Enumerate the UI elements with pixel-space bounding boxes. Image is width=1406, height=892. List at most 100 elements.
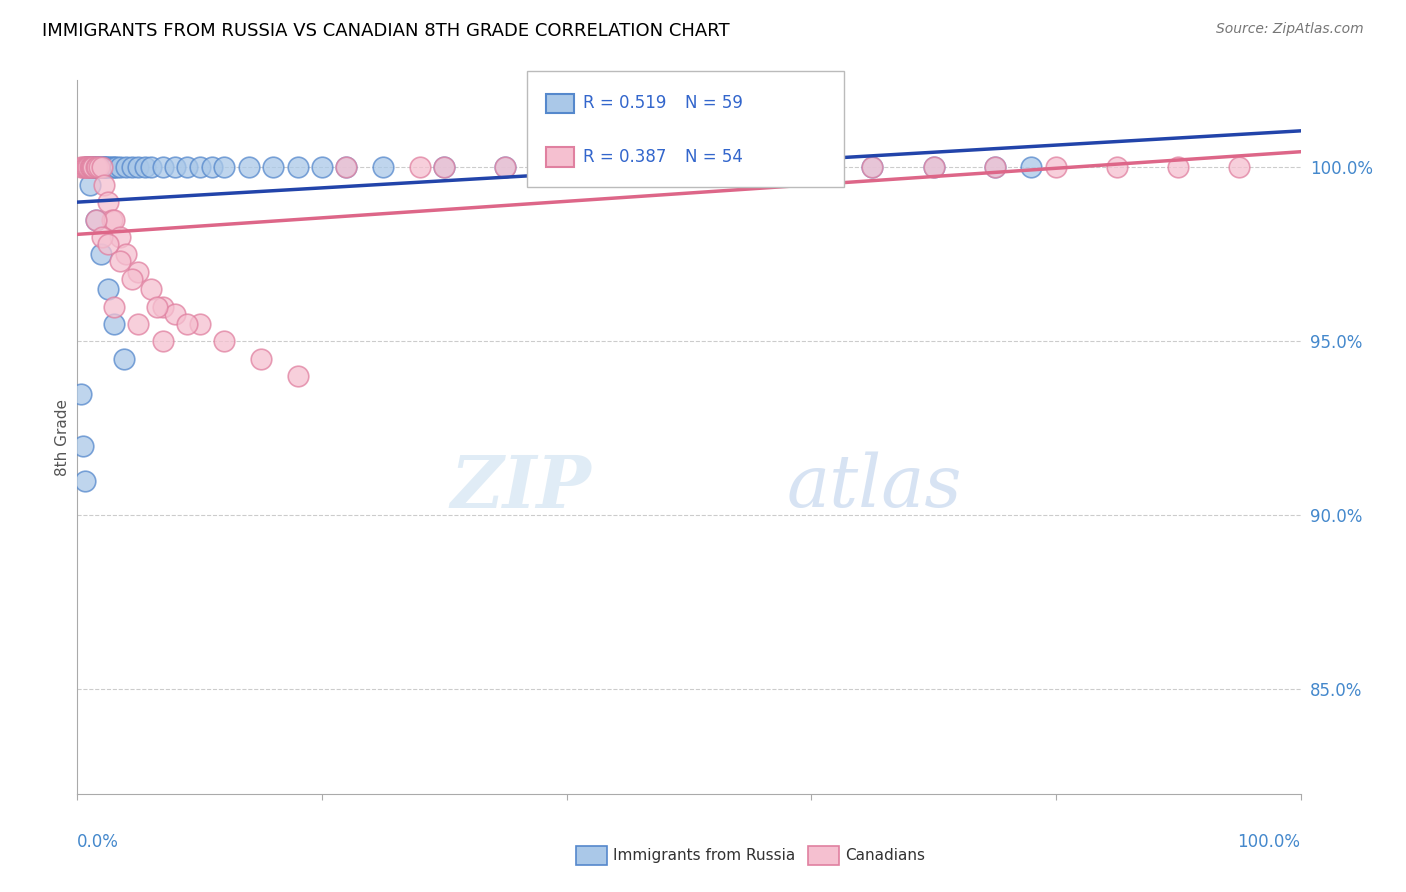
Point (678, 161, 700, 175)
Point (108, 161, 131, 175)
Point (90, 161, 112, 175)
Point (97, 195, 120, 210)
Point (96, 161, 118, 175)
Point (103, 317, 125, 331)
Point (93, 178, 115, 192)
Point (165, 306, 187, 320)
Point (108, 254, 131, 268)
Text: N = 59: N = 59 (685, 95, 742, 112)
Point (84, 161, 107, 175)
Point (72, 161, 94, 175)
Point (100, 212, 122, 227)
Point (152, 300, 174, 314)
Point (555, 161, 578, 175)
Point (212, 334, 235, 349)
Point (72, 439, 94, 453)
Point (922, 161, 945, 175)
Point (862, 161, 884, 175)
Y-axis label: 8th Grade: 8th Grade (55, 399, 70, 475)
Point (76, 161, 98, 175)
Point (73, 474, 96, 488)
Point (238, 161, 260, 175)
Point (89, 161, 111, 175)
Point (77, 161, 100, 175)
Point (127, 161, 149, 175)
Point (1021, 161, 1043, 175)
Point (740, 161, 762, 175)
Point (617, 161, 640, 175)
Point (79, 161, 101, 175)
Point (127, 265, 149, 279)
Point (555, 161, 578, 175)
Point (800, 161, 823, 175)
Point (100, 161, 122, 175)
Point (188, 317, 211, 331)
Point (115, 161, 138, 175)
Point (103, 300, 125, 314)
Text: R = 0.387: R = 0.387 (583, 148, 666, 166)
Point (262, 161, 284, 175)
Point (84, 212, 107, 227)
Text: 0.0%: 0.0% (77, 833, 120, 851)
Point (70, 161, 93, 175)
Point (152, 334, 174, 349)
Point (115, 247, 138, 261)
Point (678, 161, 700, 175)
Point (134, 161, 156, 175)
Point (862, 161, 884, 175)
Point (90, 161, 112, 175)
Point (84, 161, 107, 175)
Point (94, 161, 117, 175)
Text: N = 54: N = 54 (685, 148, 742, 166)
Point (98, 161, 121, 175)
Point (82, 161, 104, 175)
Point (93, 161, 115, 175)
Point (112, 351, 135, 366)
Point (617, 161, 640, 175)
Point (495, 161, 517, 175)
Point (89, 161, 111, 175)
Point (176, 161, 198, 175)
Point (984, 161, 1007, 175)
Point (1167, 161, 1189, 175)
Point (80, 161, 103, 175)
Point (250, 351, 273, 366)
Point (495, 161, 517, 175)
Text: ZIP: ZIP (450, 451, 591, 523)
Point (335, 161, 357, 175)
Text: Source: ZipAtlas.com: Source: ZipAtlas.com (1216, 22, 1364, 37)
Point (1107, 161, 1129, 175)
Point (152, 161, 174, 175)
Point (76, 161, 98, 175)
Point (79, 178, 101, 192)
Point (75, 161, 97, 175)
Text: Immigrants from Russia: Immigrants from Russia (613, 848, 796, 863)
Point (121, 161, 143, 175)
Point (80, 161, 103, 175)
Point (82, 161, 104, 175)
Point (108, 230, 131, 244)
Point (139, 282, 162, 296)
Point (800, 161, 823, 175)
Point (103, 161, 125, 175)
Point (311, 161, 333, 175)
Point (73, 161, 96, 175)
Point (139, 161, 162, 175)
Text: Canadians: Canadians (845, 848, 925, 863)
Point (165, 161, 187, 175)
Point (83, 161, 105, 175)
Point (433, 161, 456, 175)
Point (127, 317, 149, 331)
Text: IMMIGRANTS FROM RUSSIA VS CANADIAN 8TH GRADE CORRELATION CHART: IMMIGRANTS FROM RUSSIA VS CANADIAN 8TH G… (42, 22, 730, 40)
Point (90, 247, 112, 261)
Point (91, 161, 114, 175)
Point (409, 161, 432, 175)
Point (335, 161, 357, 175)
Point (371, 161, 394, 175)
Point (201, 161, 224, 175)
Point (80, 161, 103, 175)
Point (188, 161, 211, 175)
Point (287, 369, 309, 384)
Point (922, 161, 945, 175)
Point (287, 161, 309, 175)
